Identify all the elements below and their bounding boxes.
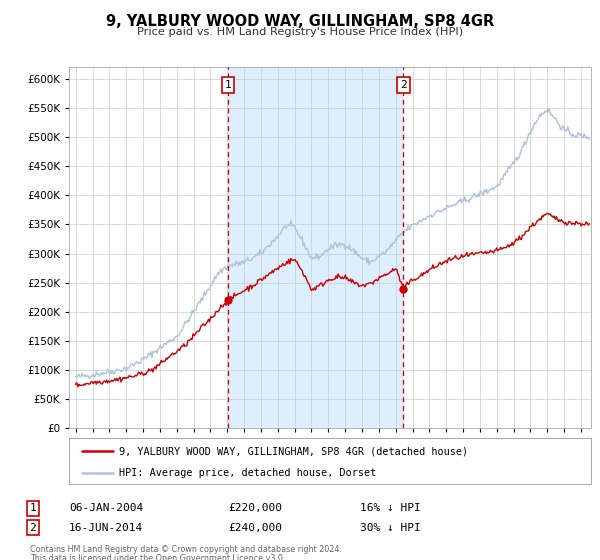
Text: 1: 1: [224, 80, 232, 90]
Text: Contains HM Land Registry data © Crown copyright and database right 2024.: Contains HM Land Registry data © Crown c…: [30, 545, 342, 554]
Text: £220,000: £220,000: [228, 503, 282, 514]
Text: This data is licensed under the Open Government Licence v3.0.: This data is licensed under the Open Gov…: [30, 554, 286, 560]
Bar: [228, 67, 403, 428]
Text: 06-JAN-2004: 06-JAN-2004: [69, 503, 143, 514]
Text: 16% ↓ HPI: 16% ↓ HPI: [360, 503, 421, 514]
Text: 1: 1: [29, 503, 37, 514]
Text: 2: 2: [400, 80, 407, 90]
Text: Price paid vs. HM Land Registry's House Price Index (HPI): Price paid vs. HM Land Registry's House …: [137, 27, 463, 37]
Text: £240,000: £240,000: [228, 522, 282, 533]
Text: HPI: Average price, detached house, Dorset: HPI: Average price, detached house, Dors…: [119, 468, 376, 478]
Text: 9, YALBURY WOOD WAY, GILLINGHAM, SP8 4GR: 9, YALBURY WOOD WAY, GILLINGHAM, SP8 4GR: [106, 14, 494, 29]
Text: 30% ↓ HPI: 30% ↓ HPI: [360, 522, 421, 533]
Text: 9, YALBURY WOOD WAY, GILLINGHAM, SP8 4GR (detached house): 9, YALBURY WOOD WAY, GILLINGHAM, SP8 4GR…: [119, 446, 468, 456]
Text: 2: 2: [29, 522, 37, 533]
Text: 16-JUN-2014: 16-JUN-2014: [69, 522, 143, 533]
